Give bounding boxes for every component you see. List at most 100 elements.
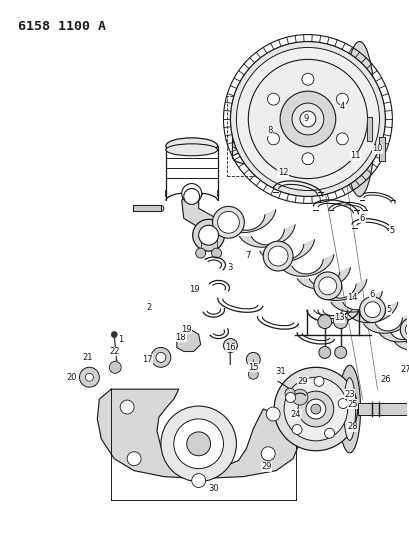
Text: 20: 20	[66, 373, 76, 382]
Circle shape	[261, 447, 274, 461]
Text: 21: 21	[82, 353, 92, 362]
Polygon shape	[366, 117, 372, 141]
Ellipse shape	[343, 378, 355, 440]
Text: 1: 1	[118, 335, 124, 344]
Circle shape	[283, 377, 347, 441]
Ellipse shape	[166, 144, 217, 156]
Text: 5: 5	[389, 226, 394, 235]
Circle shape	[359, 297, 384, 322]
Text: 5: 5	[386, 305, 391, 314]
Polygon shape	[378, 322, 409, 342]
Circle shape	[305, 399, 325, 419]
Circle shape	[211, 248, 221, 258]
Circle shape	[297, 391, 333, 427]
Circle shape	[181, 183, 201, 204]
Ellipse shape	[338, 365, 360, 453]
Circle shape	[186, 189, 196, 198]
Circle shape	[267, 246, 288, 266]
Circle shape	[160, 406, 236, 481]
Circle shape	[195, 248, 205, 258]
Text: 18: 18	[175, 333, 186, 342]
Circle shape	[267, 93, 279, 105]
Circle shape	[301, 74, 313, 85]
Circle shape	[246, 352, 260, 366]
Text: 31: 31	[274, 367, 285, 376]
Circle shape	[248, 59, 366, 179]
Text: 25: 25	[346, 400, 357, 409]
Polygon shape	[393, 331, 409, 351]
Ellipse shape	[343, 42, 375, 197]
Text: 29: 29	[297, 377, 308, 386]
Text: 7: 7	[245, 251, 250, 260]
Circle shape	[186, 432, 210, 456]
Circle shape	[127, 452, 141, 466]
Polygon shape	[219, 210, 275, 232]
Circle shape	[301, 153, 313, 165]
Text: 6158 1100 A: 6158 1100 A	[18, 20, 106, 33]
Text: 9: 9	[303, 115, 308, 124]
Text: 8: 8	[267, 126, 272, 135]
Text: 17: 17	[142, 355, 152, 364]
Circle shape	[265, 407, 279, 421]
Circle shape	[192, 219, 224, 251]
Circle shape	[318, 277, 336, 295]
Text: 6: 6	[369, 290, 374, 300]
Circle shape	[223, 338, 237, 352]
Polygon shape	[133, 205, 160, 212]
Polygon shape	[176, 329, 200, 351]
Text: 3: 3	[227, 263, 233, 272]
Text: 11: 11	[350, 151, 360, 160]
Circle shape	[285, 392, 295, 402]
Text: 4: 4	[339, 102, 344, 110]
Text: 19: 19	[189, 285, 200, 294]
Circle shape	[111, 332, 117, 337]
Circle shape	[333, 314, 347, 328]
Circle shape	[291, 389, 307, 405]
Circle shape	[109, 361, 121, 373]
Bar	[227, 96, 284, 175]
Circle shape	[198, 225, 218, 245]
Circle shape	[335, 93, 347, 105]
Text: 6: 6	[359, 214, 364, 223]
Text: 30: 30	[208, 484, 218, 493]
Circle shape	[310, 404, 320, 414]
Text: 16: 16	[225, 343, 235, 352]
Circle shape	[173, 419, 223, 469]
Text: 28: 28	[346, 423, 357, 431]
Polygon shape	[346, 302, 397, 322]
Ellipse shape	[166, 138, 217, 154]
Circle shape	[313, 272, 341, 300]
Circle shape	[263, 241, 292, 271]
Polygon shape	[97, 389, 297, 479]
Text: 29: 29	[260, 462, 271, 471]
Circle shape	[79, 367, 99, 387]
Text: 24: 24	[290, 409, 301, 418]
Polygon shape	[259, 240, 314, 262]
Circle shape	[317, 314, 331, 328]
Polygon shape	[378, 137, 384, 161]
Circle shape	[212, 206, 244, 238]
Circle shape	[324, 429, 334, 438]
Text: 13: 13	[334, 313, 344, 322]
Circle shape	[248, 369, 258, 379]
Text: 23: 23	[344, 390, 354, 399]
Text: 10: 10	[371, 144, 382, 154]
Circle shape	[334, 346, 346, 358]
Circle shape	[217, 212, 239, 233]
Circle shape	[155, 352, 166, 362]
Circle shape	[279, 91, 335, 147]
Circle shape	[404, 322, 409, 336]
Circle shape	[299, 111, 315, 127]
Circle shape	[274, 367, 357, 451]
Text: 27: 27	[399, 365, 409, 374]
Circle shape	[183, 189, 199, 205]
Polygon shape	[330, 292, 381, 312]
Polygon shape	[314, 279, 366, 301]
Circle shape	[337, 399, 347, 408]
Circle shape	[151, 348, 171, 367]
Circle shape	[318, 346, 330, 358]
Bar	[357, 403, 409, 415]
Circle shape	[399, 318, 409, 342]
Polygon shape	[239, 225, 294, 247]
Polygon shape	[363, 313, 409, 333]
